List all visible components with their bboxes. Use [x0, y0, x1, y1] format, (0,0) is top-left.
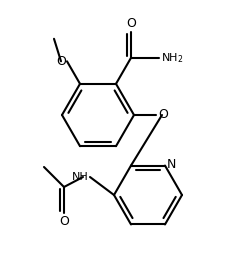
- Text: O: O: [158, 108, 168, 121]
- Text: O: O: [59, 215, 69, 228]
- Text: N: N: [167, 158, 176, 171]
- Text: O: O: [56, 55, 66, 68]
- Text: NH$_2$: NH$_2$: [161, 51, 183, 65]
- Text: O: O: [126, 17, 136, 30]
- Text: NH: NH: [72, 172, 89, 182]
